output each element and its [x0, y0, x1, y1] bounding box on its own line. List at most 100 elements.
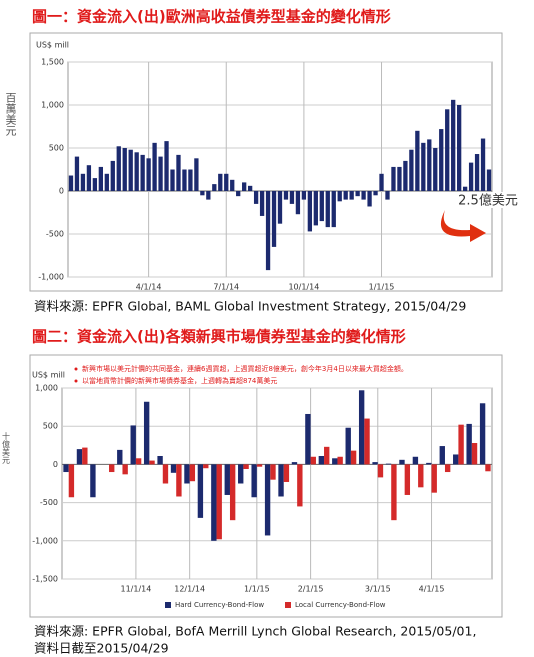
x-tick-label: 11/1/14: [120, 585, 151, 594]
bar: [453, 454, 459, 465]
bar: [345, 427, 351, 465]
bar: [146, 158, 151, 191]
bar: [74, 156, 80, 191]
x-tick-label: 10/1/14: [288, 283, 319, 292]
bar: [332, 458, 338, 465]
bar: [170, 464, 177, 473]
bar: [310, 456, 316, 465]
bar: [122, 148, 127, 191]
legend-label: Hard Currency-Bond-Flow: [175, 601, 264, 609]
bar: [116, 146, 121, 191]
bar: [427, 139, 432, 191]
y-tick-label: 1,000: [35, 384, 58, 393]
bar: [324, 446, 330, 465]
bar: [212, 184, 217, 191]
bar: [203, 464, 209, 469]
y-tick-label: -500: [40, 498, 58, 507]
bar: [152, 142, 157, 191]
bar: [86, 165, 92, 191]
bar: [451, 99, 456, 191]
bar: [445, 109, 450, 191]
bar: [143, 401, 150, 465]
bar: [385, 191, 390, 200]
bar: [404, 464, 411, 495]
bar: [265, 191, 271, 271]
bar: [301, 191, 307, 200]
bar: [355, 191, 360, 197]
bar: [305, 413, 311, 465]
chart-frame: [29, 32, 503, 292]
bar: [439, 129, 444, 191]
bar: [397, 166, 402, 191]
bar: [466, 423, 472, 465]
bar: [415, 130, 420, 191]
bar: [486, 169, 492, 191]
annotation-bg: [452, 192, 524, 208]
bar: [350, 450, 357, 465]
bar: [283, 191, 289, 200]
bar: [458, 424, 464, 465]
bar: [270, 464, 276, 480]
note: 新興市場以美元計價的共同基金，連續6週買超，上週買超近8億美元，創今年3月4日以…: [82, 364, 408, 373]
bar: [80, 173, 86, 191]
note-bullet: [74, 367, 78, 371]
bar: [426, 462, 432, 465]
y-tick-label: -1,000: [38, 273, 64, 282]
bar: [98, 166, 103, 191]
bar: [439, 446, 445, 465]
bar: [68, 464, 75, 498]
legend-label: Local Currency-Bond-Flow: [295, 601, 386, 609]
bar: [259, 191, 265, 216]
bar: [170, 169, 175, 191]
chart-frame: [29, 354, 503, 618]
y-tick-label: -1,500: [32, 575, 58, 584]
bar: [63, 464, 69, 473]
bar: [238, 464, 244, 484]
bar: [128, 149, 133, 191]
bar: [176, 464, 182, 497]
bar: [104, 173, 109, 191]
bar: [230, 179, 235, 191]
bar: [391, 166, 396, 191]
bar: [385, 463, 392, 465]
annotation-arrow: [440, 210, 486, 242]
x-tick-label: 1/1/15: [244, 585, 270, 594]
bar: [206, 191, 211, 200]
source: 資料來源: EPFR Global, BofA Merrill Lynch Gl…: [34, 624, 476, 639]
bar: [90, 464, 96, 498]
bar: [271, 191, 277, 247]
bar: [295, 191, 301, 215]
bar: [421, 142, 426, 191]
y-tick-label: 0: [59, 187, 64, 196]
bar: [319, 191, 324, 222]
bar: [211, 464, 217, 541]
bar: [158, 156, 163, 191]
bar: [264, 464, 271, 536]
chart-title: 圖一：資金流入(出)歐洲高收益債券型基金的變化情形: [32, 8, 391, 26]
bar: [391, 464, 397, 521]
y-tick-label: -500: [46, 230, 64, 239]
y-tick-label: -1,000: [32, 536, 58, 545]
x-tick-label: 4/1/15: [419, 585, 445, 594]
bar: [372, 462, 378, 465]
bar: [318, 455, 325, 465]
bar: [247, 185, 253, 191]
chart-title: 圖二：資金流入(出)各類新興市場債券型基金的變化情形: [32, 328, 406, 346]
bar: [130, 425, 136, 465]
y-tick-label: 500: [43, 422, 58, 431]
bar: [135, 458, 142, 465]
bar: [243, 464, 249, 469]
y-axis-label: 百萬美元: [4, 92, 17, 136]
bar: [343, 191, 348, 200]
bar: [134, 152, 139, 191]
bar: [480, 138, 486, 191]
bar: [236, 191, 241, 197]
bar: [358, 390, 365, 465]
bar: [399, 459, 405, 465]
y-tick-label: 500: [49, 144, 64, 153]
note-bullet: [74, 379, 78, 383]
bar: [313, 191, 318, 226]
bar: [471, 443, 478, 465]
y-tick-label: 1,500: [41, 58, 64, 67]
bar: [297, 464, 303, 507]
